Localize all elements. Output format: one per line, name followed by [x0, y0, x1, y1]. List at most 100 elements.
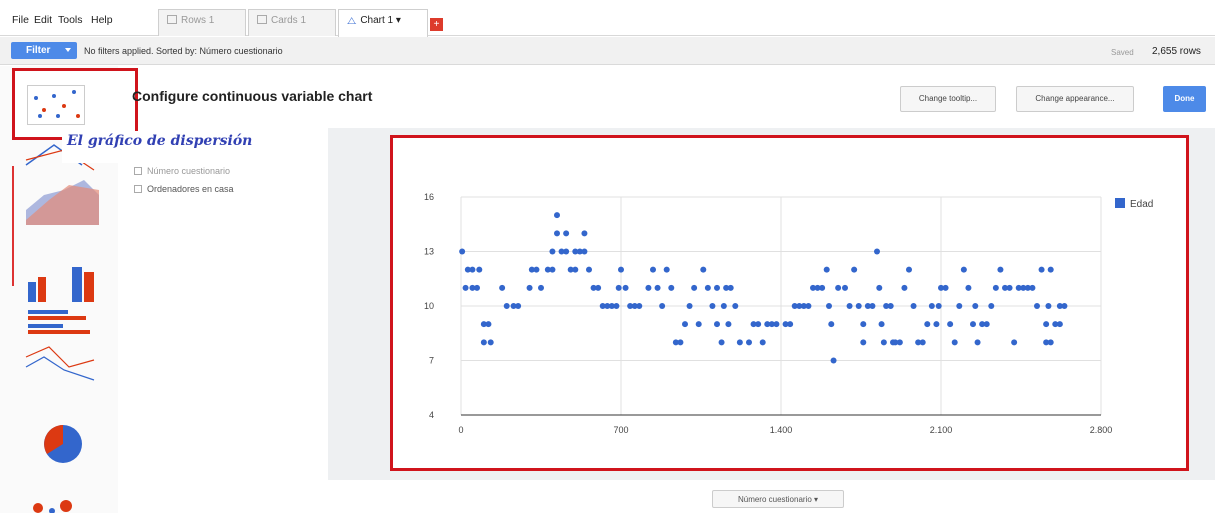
data-point — [835, 284, 842, 291]
pie-chart-thumb[interactable] — [38, 422, 88, 467]
scatter-chart-thumb[interactable] — [12, 68, 138, 140]
data-point — [1015, 284, 1022, 291]
data-point — [1043, 321, 1050, 328]
data-point — [526, 284, 533, 291]
data-point — [725, 321, 732, 328]
data-point — [572, 266, 579, 273]
data-point — [972, 303, 979, 309]
data-point — [1011, 339, 1018, 346]
data-point — [487, 339, 494, 346]
data-point — [842, 284, 848, 291]
data-point — [956, 303, 963, 309]
x-tick-label: 700 — [613, 425, 628, 435]
change-appearance-button[interactable]: Change appearance... — [1016, 86, 1134, 112]
bubble-chart-thumb[interactable] — [28, 496, 88, 513]
data-point — [613, 303, 620, 309]
data-point — [476, 266, 483, 273]
data-point — [896, 339, 903, 346]
data-point — [581, 248, 588, 255]
data-point — [631, 303, 638, 309]
variable-option[interactable]: Número cuestionario — [134, 166, 230, 176]
menu-edit[interactable]: Edit — [34, 14, 53, 26]
done-button[interactable]: Done — [1163, 86, 1206, 112]
data-point — [892, 339, 899, 346]
y-tick-label: 10 — [424, 301, 434, 311]
data-point — [659, 303, 666, 309]
data-point — [915, 339, 922, 346]
data-point — [618, 266, 624, 273]
data-point — [928, 303, 935, 309]
menu-bar: File Edit Tools Help Rows 1 Cards 1 ⧍ Cha… — [0, 0, 1215, 37]
data-point — [773, 321, 780, 328]
data-point — [1047, 339, 1054, 346]
data-point — [1038, 266, 1045, 273]
tab-rows[interactable]: Rows 1 — [158, 9, 246, 36]
data-point — [876, 284, 883, 291]
data-point — [1029, 284, 1036, 291]
data-point — [691, 284, 698, 291]
data-point — [549, 266, 556, 273]
data-point — [558, 248, 565, 255]
data-point — [878, 321, 885, 328]
menu-help[interactable]: Help — [91, 14, 113, 26]
data-point — [746, 339, 752, 346]
scatter-chart: 0 700 1.400 2.100 2.800 4 7 10 13 16 Edad — [424, 192, 1153, 435]
y-tick-label: 16 — [424, 192, 434, 202]
data-point — [563, 248, 570, 255]
data-point — [736, 339, 743, 346]
data-point — [720, 303, 727, 309]
tab-cards[interactable]: Cards 1 — [248, 9, 336, 36]
variable-option[interactable]: Ordenadores en casa — [134, 184, 234, 194]
data-point — [572, 248, 579, 255]
data-point — [901, 284, 908, 291]
chart-highlight-frame: 0 700 1.400 2.100 2.800 4 7 10 13 16 Edad — [390, 135, 1189, 471]
data-point — [864, 303, 871, 309]
menu-tools[interactable]: Tools — [58, 14, 83, 26]
menu-file[interactable]: File — [12, 14, 29, 26]
data-point — [499, 284, 506, 291]
data-point — [935, 303, 942, 309]
checkbox[interactable] — [134, 167, 142, 175]
data-point — [563, 230, 570, 237]
data-point — [874, 248, 880, 255]
filter-bar: Filter No filters applied. Sorted by: Nú… — [0, 37, 1215, 65]
tab-chart[interactable]: ⧍ Chart 1 ▾ — [338, 9, 428, 37]
data-point — [919, 339, 926, 346]
data-point — [549, 248, 556, 255]
change-tooltip-button[interactable]: Change tooltip... — [900, 86, 996, 112]
data-point — [1056, 303, 1063, 309]
data-point — [503, 303, 510, 309]
data-point — [704, 284, 711, 291]
data-point — [718, 339, 725, 346]
tab-label: Cards 1 — [271, 15, 307, 26]
data-point — [906, 266, 912, 273]
filter-button[interactable]: Filter — [11, 42, 77, 59]
data-point — [965, 284, 972, 291]
line-chart-thumb[interactable] — [24, 140, 104, 235]
data-point — [480, 321, 487, 328]
data-point — [860, 339, 867, 346]
bar-chart-thumb[interactable] — [24, 262, 104, 392]
checkbox[interactable] — [134, 185, 142, 193]
data-point — [855, 303, 862, 309]
data-point — [974, 339, 981, 346]
data-point — [515, 303, 522, 309]
data-point — [755, 321, 762, 328]
data-point — [672, 339, 679, 346]
data-point — [459, 248, 466, 255]
data-point — [800, 303, 807, 309]
data-point — [823, 266, 830, 273]
data-point — [860, 321, 867, 328]
data-point — [970, 321, 976, 328]
data-point — [960, 266, 967, 273]
saved-status: Saved — [1111, 48, 1134, 57]
x-variable-select[interactable]: Número cuestionario ▾ — [712, 490, 844, 508]
data-point — [791, 303, 798, 309]
data-point — [1047, 266, 1054, 273]
data-point — [887, 303, 894, 309]
data-point — [645, 284, 652, 291]
data-point — [469, 266, 476, 273]
data-point — [714, 284, 720, 291]
add-tab-button[interactable]: + — [430, 18, 443, 31]
data-point — [782, 321, 789, 328]
